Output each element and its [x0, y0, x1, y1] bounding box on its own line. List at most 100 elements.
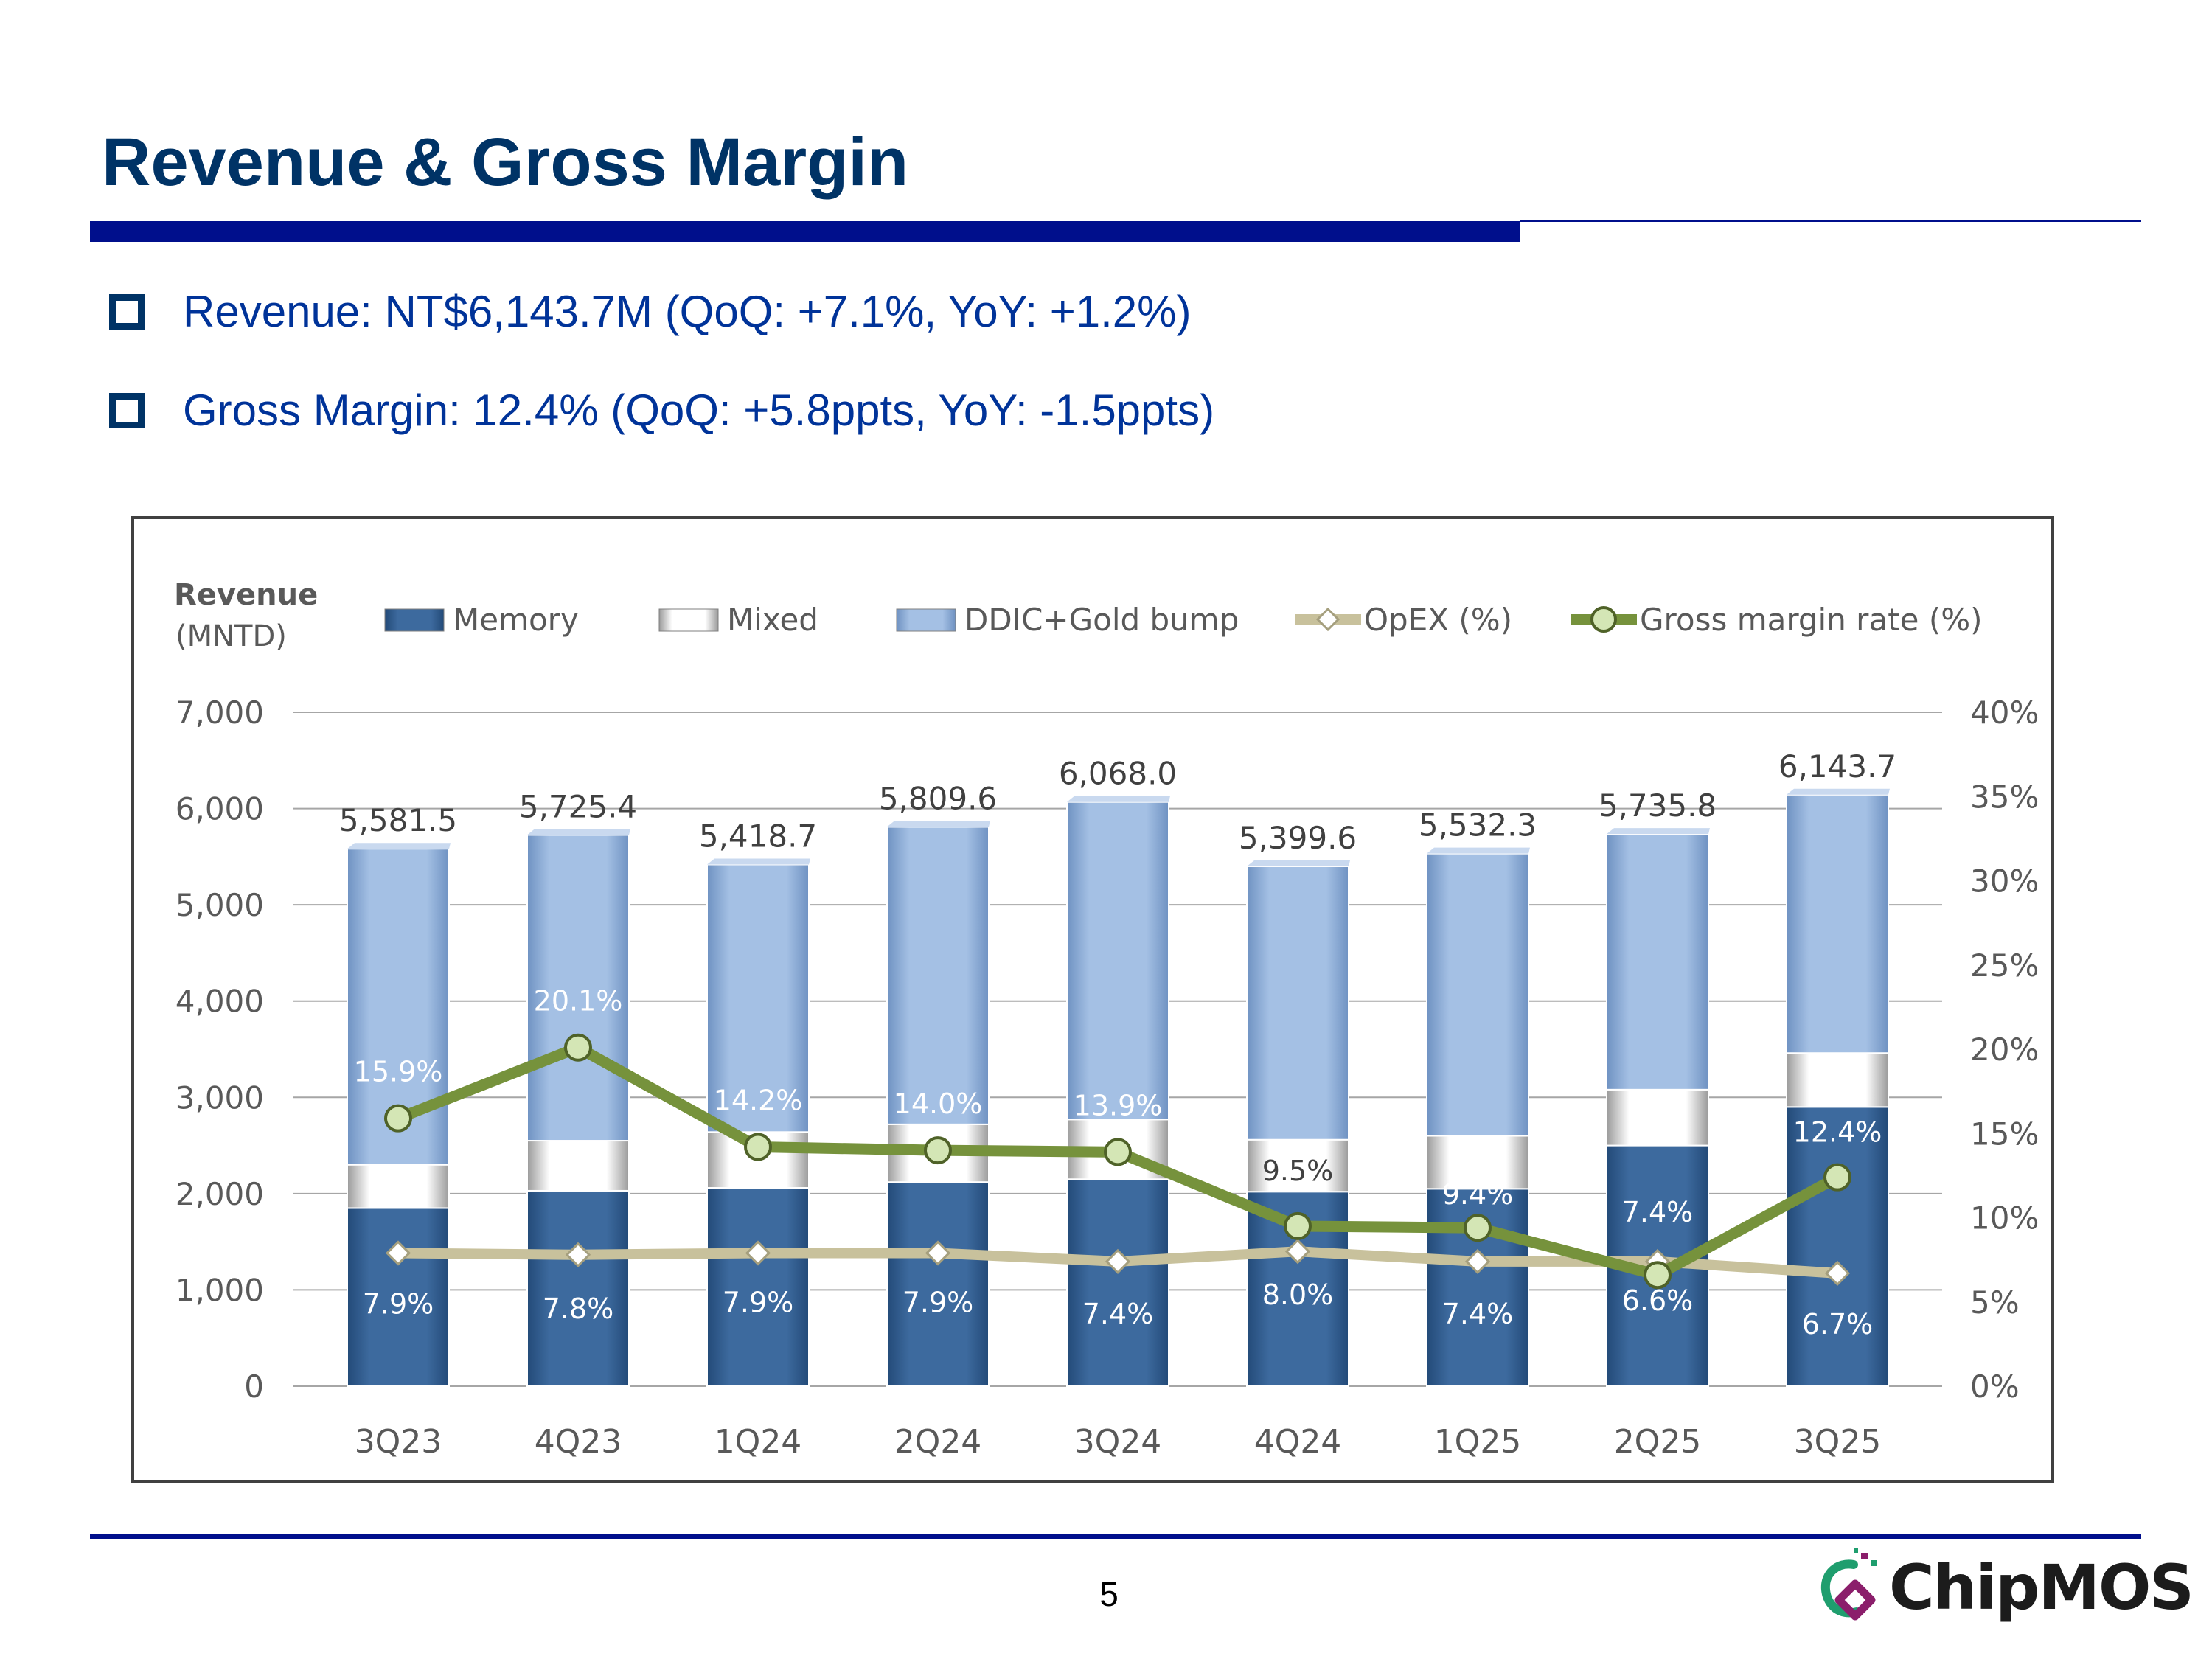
x-tick-label: 1Q24	[714, 1423, 802, 1461]
legend-memory-swatch	[384, 608, 445, 632]
y-tick-label: 1,000	[175, 1272, 264, 1308]
x-tick-label: 4Q23	[535, 1423, 622, 1461]
y2-tick-label: 0%	[1970, 1368, 2020, 1405]
x-tick-label: 3Q25	[1794, 1423, 1882, 1461]
legend-ddic-swatch	[896, 608, 956, 632]
x-tick-label: 2Q25	[1614, 1423, 1702, 1461]
bar-top-cap	[1607, 828, 1710, 835]
bar-top-cap	[347, 843, 451, 849]
legend-label: Mixed	[727, 602, 818, 638]
gross-margin-data-label: 7.4%	[1622, 1196, 1694, 1228]
gross-margin-point	[1823, 1163, 1851, 1192]
x-tick-label: 3Q23	[355, 1423, 442, 1461]
bar-total-label: 6,068.0	[1059, 756, 1177, 792]
y2-tick-label: 5%	[1970, 1284, 2020, 1321]
y-axis-unit: (MNTD)	[175, 619, 287, 653]
bullet-revenue-text: Revenue: NT$6,143.7M (QoQ: +7.1%, YoY: +…	[183, 287, 1192, 336]
title-underline-thin	[1520, 220, 2141, 222]
y2-tick-label: 10%	[1970, 1200, 2039, 1237]
gross-margin-point	[1104, 1138, 1132, 1166]
opex-point	[385, 1240, 411, 1266]
opex-point	[925, 1240, 951, 1266]
legend-mixed-swatch	[658, 608, 719, 632]
legend-opex-marker	[1315, 607, 1340, 632]
ddic-bar-segment	[1606, 833, 1709, 1091]
legend-label: OpEX (%)	[1364, 602, 1512, 638]
opex-data-label: 7.8%	[543, 1293, 614, 1325]
gross-margin-point	[1464, 1214, 1492, 1242]
opex-data-label: 7.9%	[723, 1286, 794, 1318]
chipmos-logo-mark-icon	[1820, 1548, 1877, 1621]
ddic-bar-segment	[526, 834, 630, 1142]
bullet-revenue: Revenue: NT$6,143.7M (QoQ: +7.1%, YoY: +…	[109, 286, 1192, 337]
bullet-gross-margin-text: Gross Margin: 12.4% (QoQ: +5.8ppts, YoY:…	[183, 386, 1215, 435]
bar-top-cap	[707, 858, 810, 865]
opex-point	[1284, 1239, 1311, 1265]
y-tick-label: 7,000	[175, 695, 264, 731]
opex-point	[565, 1242, 591, 1267]
gross-margin-data-label: 9.4%	[1442, 1178, 1514, 1211]
y2-tick-label: 40%	[1970, 695, 2039, 731]
ddic-bar-segment	[1246, 865, 1349, 1141]
x-tick-label: 4Q24	[1254, 1423, 1342, 1461]
memory-bar-segment	[1786, 1106, 1889, 1387]
y2-tick-label: 30%	[1970, 863, 2039, 900]
bar-top-cap	[1247, 860, 1350, 866]
bar-total-label: 5,399.6	[1239, 820, 1357, 856]
bar-top-cap	[1787, 788, 1890, 795]
gross-margin-data-label: 14.0%	[894, 1088, 983, 1120]
gross-margin-point	[1644, 1261, 1672, 1290]
bar-top-cap	[887, 821, 990, 827]
y-tick-label: 3,000	[175, 1079, 264, 1116]
mixed-bar-segment	[1246, 1138, 1349, 1193]
opex-point	[1824, 1260, 1851, 1287]
bar-total-label: 5,532.3	[1419, 807, 1537, 844]
legend-label: DDIC+Gold bump	[964, 602, 1239, 638]
footer-rule	[90, 1534, 2141, 1539]
x-tick-label: 1Q25	[1434, 1423, 1522, 1461]
opex-point	[1464, 1248, 1491, 1275]
y2-tick-label: 35%	[1970, 779, 2039, 815]
bar-total-label: 5,725.4	[519, 788, 637, 824]
mixed-bar-segment	[526, 1140, 630, 1192]
chipmos-logo-text: ChipMOS	[1889, 1551, 2194, 1624]
legend-gm-marker	[1590, 606, 1617, 633]
bullet-gross-margin: Gross Margin: 12.4% (QoQ: +5.8ppts, YoY:…	[109, 385, 1214, 436]
y2-tick-label: 20%	[1970, 1032, 2039, 1068]
memory-bar-segment	[1066, 1178, 1169, 1387]
bar-top-cap	[1427, 847, 1530, 854]
square-bullet-icon	[109, 392, 145, 428]
title-underline-thick	[90, 221, 1520, 242]
bar-total-label: 5,581.5	[339, 802, 457, 838]
mixed-bar-segment	[347, 1164, 450, 1209]
gross-margin-point	[564, 1033, 592, 1062]
slide-title: Revenue & Gross Margin	[102, 125, 909, 200]
gross-margin-data-label: 13.9%	[1074, 1089, 1163, 1121]
y-tick-label: 0	[244, 1368, 264, 1405]
bar-total-label: 5,418.7	[699, 818, 817, 854]
gross-margin-data-label: 15.9%	[354, 1056, 443, 1088]
gross-margin-point	[384, 1104, 412, 1133]
y-tick-label: 5,000	[175, 887, 264, 923]
ddic-bar-segment	[1066, 801, 1169, 1121]
chipmos-logo: ChipMOS	[1808, 1548, 2194, 1630]
mixed-bar-segment	[1426, 1135, 1529, 1190]
legend-label: Gross margin rate (%)	[1640, 602, 1983, 638]
bar-total-label: 5,735.8	[1599, 787, 1717, 824]
y-axis-title: Revenue	[174, 578, 318, 612]
memory-bar-segment	[886, 1181, 990, 1388]
bar-top-cap	[1067, 796, 1170, 802]
gross-margin-data-label: 9.5%	[1262, 1155, 1334, 1187]
gross-margin-data-label: 14.2%	[714, 1085, 803, 1117]
opex-point	[1105, 1248, 1131, 1275]
opex-data-label: 7.4%	[1442, 1298, 1514, 1330]
y-tick-label: 2,000	[175, 1176, 264, 1212]
ddic-bar-segment	[1426, 852, 1529, 1137]
y2-tick-label: 15%	[1970, 1116, 2039, 1152]
opex-data-label: 7.4%	[1082, 1298, 1154, 1330]
revenue-gross-margin-chart: 0 1,000 2,000 3,000 4,000 5,000 6,000 7,000 0% 5%…	[174, 578, 2039, 1461]
bar-total-label: 6,143.7	[1778, 748, 1896, 785]
y-tick-label: 6,000	[175, 791, 264, 827]
gross-margin-data-label: 20.1%	[534, 985, 623, 1018]
opex-data-label: 7.9%	[363, 1287, 434, 1320]
